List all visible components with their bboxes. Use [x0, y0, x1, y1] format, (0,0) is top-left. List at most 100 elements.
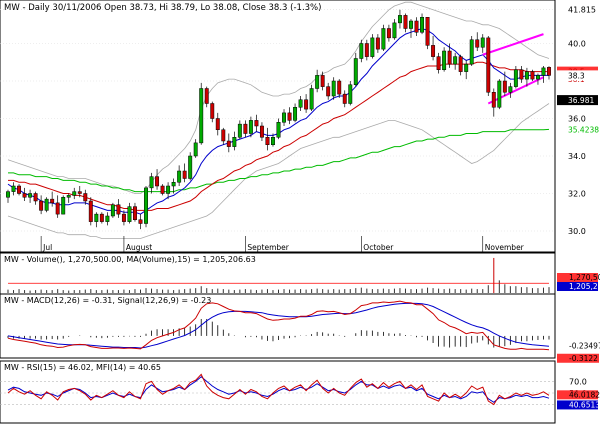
candle-body — [524, 71, 529, 80]
candle-body — [11, 185, 16, 192]
candle-body — [61, 197, 66, 215]
macd-axis: -0.234971 -0.3122 — [557, 341, 600, 363]
candle-body — [50, 198, 55, 204]
candle-body — [547, 67, 551, 76]
candle-body — [265, 137, 270, 145]
candle-body — [359, 43, 364, 59]
candle-body — [116, 204, 121, 215]
macd-signal-label-bg — [557, 341, 599, 351]
candle-body — [420, 17, 424, 33]
candle-body — [226, 140, 231, 147]
volume-bars — [7, 257, 550, 293]
candle-body — [497, 80, 502, 108]
candle-body — [442, 50, 447, 70]
candle-body — [326, 86, 331, 97]
price-right-label: 36.981 — [568, 96, 594, 105]
macd-label: -0.3122 — [569, 354, 598, 363]
candle-body — [535, 75, 540, 80]
candle-body — [293, 107, 298, 121]
candle-body — [304, 99, 309, 110]
month-label: Jul — [42, 243, 52, 252]
volume-ma-label: 1,205,206 — [569, 282, 600, 291]
candle-body — [237, 123, 242, 138]
candle-body — [375, 37, 380, 50]
candle-body — [409, 20, 413, 29]
price-tick-label: 40.0 — [568, 40, 586, 49]
candle-body — [431, 45, 436, 57]
candle-body — [342, 93, 347, 104]
price-panel: 41.81540.038.036.034.032.030.038.138.538… — [0, 0, 599, 253]
candle-body — [392, 22, 397, 39]
candle-body — [243, 123, 248, 134]
candle-body — [475, 39, 480, 48]
candle-body — [39, 200, 44, 211]
candle-body — [110, 204, 115, 217]
price-grid — [0, 9, 555, 232]
candle-body — [182, 170, 187, 179]
price-right-label-bg — [557, 124, 598, 135]
macd-signal-line — [7, 302, 550, 349]
price-tick-label: 34.0 — [568, 152, 586, 161]
price-right-label: 38.3 — [568, 71, 585, 80]
candle-body — [248, 120, 253, 134]
candle-body — [486, 37, 491, 93]
candle-body — [133, 206, 137, 220]
rsi-header: MW - RSI(15) = 46.02, MFI(14) = 40.65 — [4, 363, 161, 372]
candle-body — [414, 20, 419, 33]
candle-body — [447, 50, 452, 65]
rsi-label: 46.0182 — [569, 390, 600, 399]
volume-label: 1,270,500 — [569, 273, 600, 282]
candle-body — [177, 170, 182, 183]
candle-body — [282, 112, 286, 123]
candle-body — [155, 176, 160, 187]
candle-body — [271, 137, 275, 145]
rsi-label-bg — [557, 390, 598, 400]
candle-body — [28, 193, 33, 198]
candle-body — [436, 56, 441, 70]
candle-body — [105, 215, 110, 222]
trendline-upper — [482, 33, 544, 56]
candle-body — [259, 125, 264, 138]
price-right-label: 35.4238 — [568, 125, 599, 134]
candle-body — [519, 69, 524, 80]
month-label: August — [126, 243, 152, 252]
candle-body — [99, 213, 104, 222]
candle-body — [425, 17, 430, 46]
candle-body — [210, 103, 215, 119]
candle-body — [193, 142, 198, 157]
candle-body — [508, 86, 513, 93]
candle-body — [464, 63, 469, 72]
candle-body — [287, 112, 292, 121]
candle-body — [44, 198, 49, 211]
volume-header: MW - Volume(), 1,270,500.00, MA(Volume),… — [4, 255, 256, 264]
candle-body — [160, 185, 165, 194]
candle-body — [364, 43, 369, 57]
candle-body — [502, 80, 507, 93]
candle-body — [138, 219, 143, 224]
bollinger-upper-line — [7, 1, 550, 194]
price-tick-label: 32.0 — [568, 190, 586, 199]
candle-body — [221, 129, 226, 142]
macd-panel: -0.234971 -0.3122 MW - MACD(12,26) = -0.3… — [0, 293, 600, 363]
candle-body — [215, 118, 220, 130]
volume-panel: 1,270,5001,205,206 MW - Volume(), 1,270,… — [0, 252, 600, 295]
volume-label-bg — [557, 273, 598, 282]
candle-body — [77, 191, 82, 194]
mfi-line — [7, 376, 550, 403]
candle-body — [276, 122, 281, 138]
candle-body — [541, 67, 546, 76]
candle-body — [530, 71, 535, 80]
candle-body — [72, 191, 77, 196]
candle-body — [17, 185, 22, 194]
candle-body — [204, 88, 209, 104]
candle-body — [370, 37, 375, 57]
candle-body — [144, 187, 148, 224]
candle-body — [331, 80, 336, 97]
candle-body — [127, 206, 132, 222]
candle-body — [480, 37, 485, 48]
macd-header: MW - MACD(12,26) = -0.31, Signal(12,26,9… — [4, 296, 211, 305]
candle-body — [315, 75, 320, 89]
rsi-tick-label: 70.0 — [569, 377, 587, 386]
